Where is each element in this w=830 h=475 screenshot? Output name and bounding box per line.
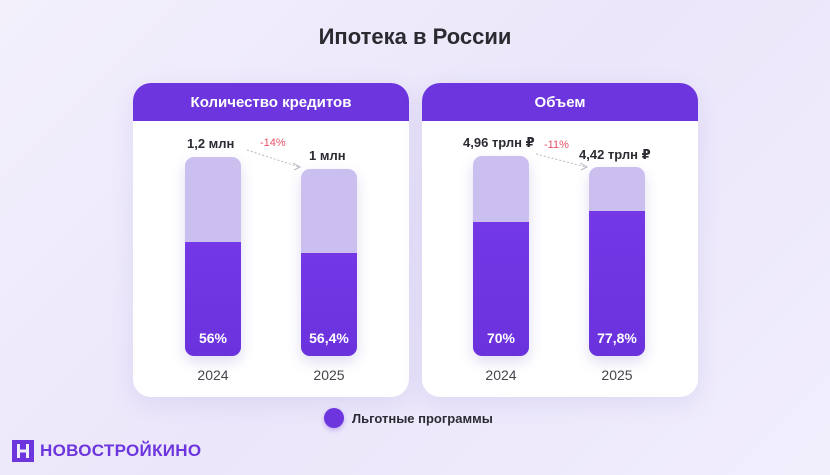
share-label: 70%: [486, 330, 516, 346]
bar-fill-preferential: [473, 222, 529, 356]
bar-2025: 77,8%: [589, 167, 645, 356]
legend-label: Льготные программы: [352, 410, 493, 426]
logo-text: НОВОСТРОЙКИНО: [40, 441, 202, 460]
legend: Льготные программы: [324, 408, 493, 428]
change-label: -11%: [544, 139, 569, 151]
total-label-2024: 4,96 трлн ₽: [463, 135, 535, 150]
panel-header: Количество кредитов: [133, 83, 409, 121]
logo-h-icon: [12, 440, 34, 462]
bar-fill-preferential: [301, 253, 357, 356]
legend-swatch-icon: [324, 408, 344, 428]
total-label-2024: 1,2 млн: [187, 136, 235, 151]
bar-2025: 56,4%: [301, 169, 357, 356]
bar-2024: 56%: [185, 157, 241, 356]
year-label: 2024: [485, 367, 517, 383]
share-label: 56,4%: [309, 330, 349, 346]
year-label: 2025: [601, 367, 633, 383]
brand-logo: НОВОСТРОЙКИНО: [12, 440, 201, 462]
total-label-2025: 4,42 трлн ₽: [579, 147, 651, 162]
bar-2024: 70%: [473, 156, 529, 356]
panel-volume: Объем 4,96 трлн ₽ -11% 4,42 трлн ₽ 70% 7…: [422, 83, 698, 397]
panel-loan-count: Количество кредитов 1,2 млн -14% 1 млн 5…: [133, 83, 409, 397]
page-title: Ипотека в России: [318, 24, 512, 49]
year-label: 2024: [197, 367, 229, 383]
share-label: 56%: [198, 330, 228, 346]
bar-fill-preferential: [589, 211, 645, 356]
change-label: -14%: [260, 137, 286, 149]
trend-arrow-icon: [246, 149, 302, 171]
panel-header: Объем: [422, 83, 698, 121]
year-label: 2025: [313, 367, 345, 383]
trend-arrow-icon: [535, 153, 589, 171]
total-label-2025: 1 млн: [309, 148, 346, 163]
bar-fill-preferential: [185, 242, 241, 356]
share-label: 77,8%: [597, 330, 637, 346]
